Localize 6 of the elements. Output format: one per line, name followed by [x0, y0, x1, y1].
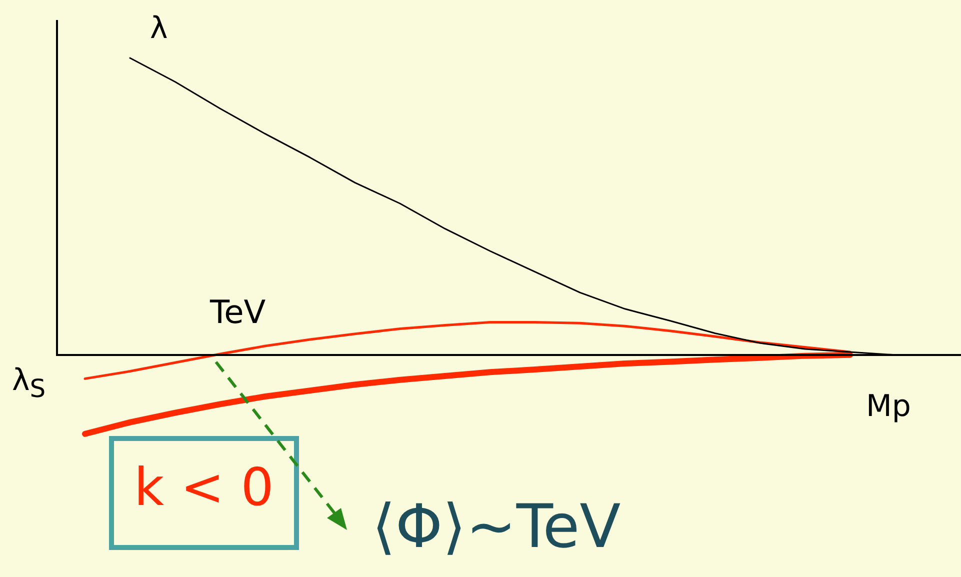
- text: ⟨Φ⟩∼TeV: [372, 492, 621, 562]
- text: k < 0: [134, 458, 274, 518]
- text: λ$_{S}$: [12, 363, 46, 403]
- text: λ: [150, 11, 168, 46]
- annotation: TeV: [210, 293, 266, 331]
- annotation: Mp: [866, 389, 911, 424]
